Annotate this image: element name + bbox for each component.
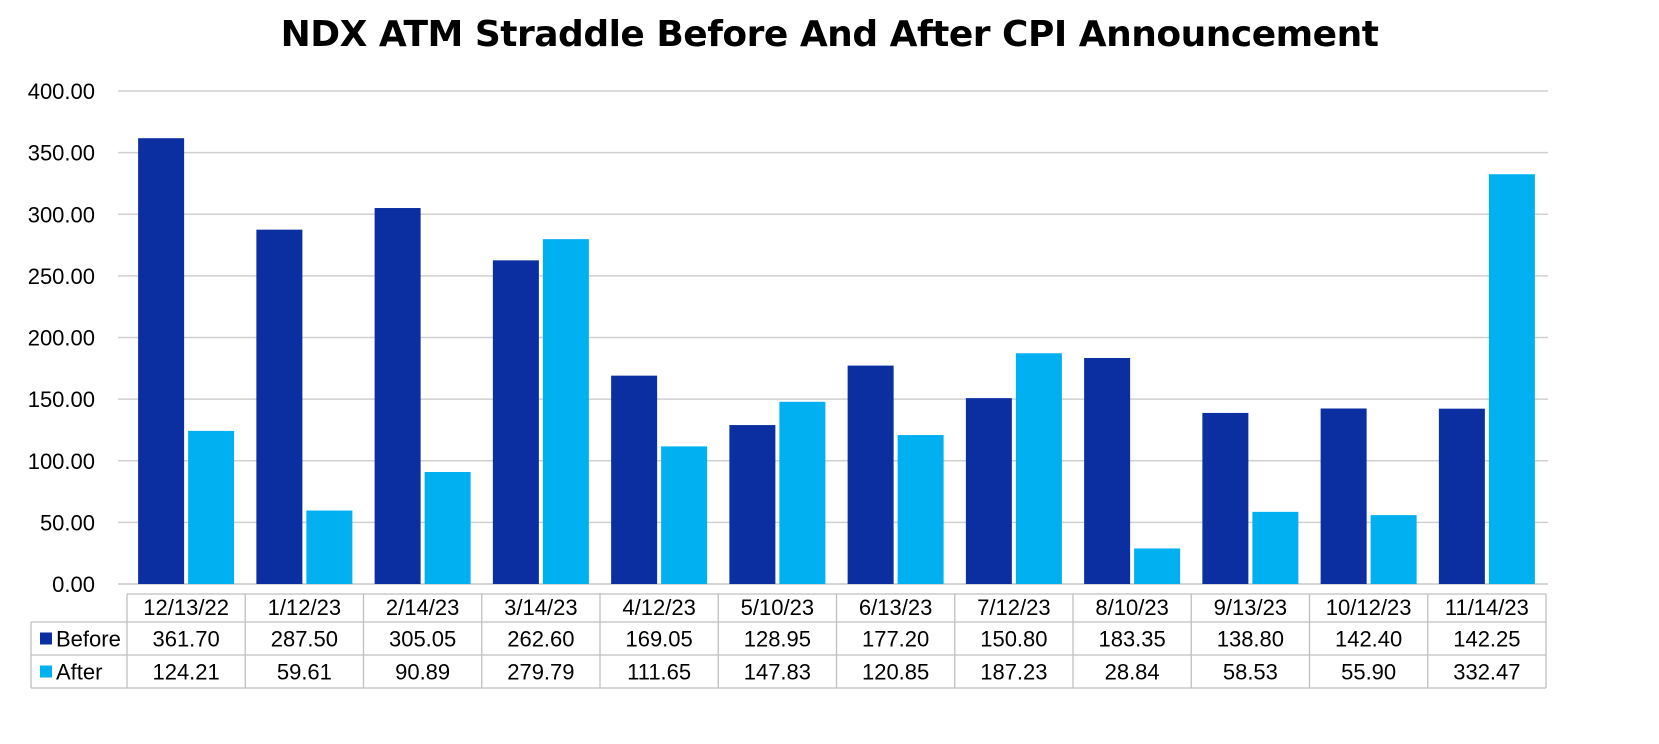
bar-after xyxy=(1252,511,1299,584)
data-label-after: 28.84 xyxy=(1105,660,1160,685)
data-label-after: 58.53 xyxy=(1223,660,1278,685)
data-label-before: 142.40 xyxy=(1335,627,1402,652)
data-label-before: 177.20 xyxy=(862,627,929,652)
data-label-after: 124.21 xyxy=(152,660,219,685)
bar-after xyxy=(897,435,944,584)
legend-label-before: Before xyxy=(56,627,121,652)
bar-before xyxy=(138,138,185,584)
data-label-after: 90.89 xyxy=(395,660,450,685)
bar-after xyxy=(779,401,826,584)
data-label-before: 361.70 xyxy=(152,627,219,652)
y-tick-label: 300.00 xyxy=(28,202,95,227)
bar-before xyxy=(1084,358,1131,584)
legend-swatch-after xyxy=(40,665,52,678)
bar-before xyxy=(256,229,303,584)
data-label-before: 169.05 xyxy=(625,627,692,652)
data-label-before: 138.80 xyxy=(1217,627,1284,652)
data-label-before: 183.35 xyxy=(1098,627,1165,652)
legend-label-after: After xyxy=(56,660,102,685)
bar-before xyxy=(1202,412,1249,584)
y-tick-label: 400.00 xyxy=(28,79,95,104)
data-label-after: 332.47 xyxy=(1453,660,1520,685)
y-tick-label: 350.00 xyxy=(28,141,95,166)
data-label-after: 111.65 xyxy=(627,660,691,685)
x-category-label: 1/12/23 xyxy=(268,595,341,620)
y-tick-label: 200.00 xyxy=(28,326,95,351)
data-label-before: 305.05 xyxy=(389,627,456,652)
data-label-after: 279.79 xyxy=(507,660,574,685)
data-label-before: 262.60 xyxy=(507,627,574,652)
x-category-label: 5/10/23 xyxy=(741,595,814,620)
bar-after xyxy=(661,446,708,584)
bar-after xyxy=(1015,353,1062,584)
gridlines xyxy=(118,90,1548,585)
legend-swatch-before xyxy=(40,632,52,645)
x-category-label: 12/13/22 xyxy=(143,595,229,620)
x-category-label: 10/12/23 xyxy=(1326,595,1412,620)
x-category-label: 7/12/23 xyxy=(977,595,1050,620)
data-label-before: 287.50 xyxy=(271,627,338,652)
x-category-label: 4/12/23 xyxy=(622,595,695,620)
bar-after xyxy=(306,510,353,584)
bar-before xyxy=(492,260,539,584)
bar-before xyxy=(374,208,421,584)
x-category-label: 9/13/23 xyxy=(1214,595,1287,620)
y-tick-label: 150.00 xyxy=(28,387,95,412)
data-label-after: 120.85 xyxy=(862,660,929,685)
data-table: 12/13/22 1/12/23 2/14/23 3/14/23 4/12/23 5/10… xyxy=(30,593,1547,689)
bar-after xyxy=(542,239,589,585)
bars xyxy=(138,138,1535,585)
y-axis-ticks: 0.00 50.00 100.00 150.00 200.00 250.00 300.00 3… xyxy=(28,79,95,597)
bar-before xyxy=(729,425,776,584)
data-label-after: 59.61 xyxy=(277,660,332,685)
bar-before xyxy=(965,398,1012,584)
chart-title: NDX ATM Straddle Before And After CPI An… xyxy=(280,14,1379,55)
x-category-label: 8/10/23 xyxy=(1095,595,1168,620)
y-tick-label: 100.00 xyxy=(28,449,95,474)
bar-after xyxy=(188,430,235,584)
y-tick-label: 250.00 xyxy=(28,264,95,289)
bar-after xyxy=(1370,515,1417,584)
x-category-label: 2/14/23 xyxy=(386,595,459,620)
bar-after xyxy=(1134,548,1181,584)
bar-after xyxy=(424,471,471,584)
bar-before xyxy=(847,365,894,584)
y-tick-label: 50.00 xyxy=(40,510,95,535)
bar-after xyxy=(1488,174,1535,585)
x-category-label: 3/14/23 xyxy=(504,595,577,620)
x-category-label: 6/13/23 xyxy=(859,595,932,620)
bar-before xyxy=(1438,408,1485,584)
bar-before xyxy=(611,375,658,584)
bar-before xyxy=(1320,408,1367,584)
data-label-after: 55.90 xyxy=(1341,660,1396,685)
x-category-label: 11/14/23 xyxy=(1445,595,1529,620)
data-label-before: 150.80 xyxy=(980,627,1047,652)
data-label-before: 142.25 xyxy=(1453,627,1520,652)
data-label-before: 128.95 xyxy=(744,627,811,652)
data-label-after: 147.83 xyxy=(744,660,811,685)
data-label-after: 187.23 xyxy=(980,660,1047,685)
y-tick-label: 0.00 xyxy=(52,572,95,597)
